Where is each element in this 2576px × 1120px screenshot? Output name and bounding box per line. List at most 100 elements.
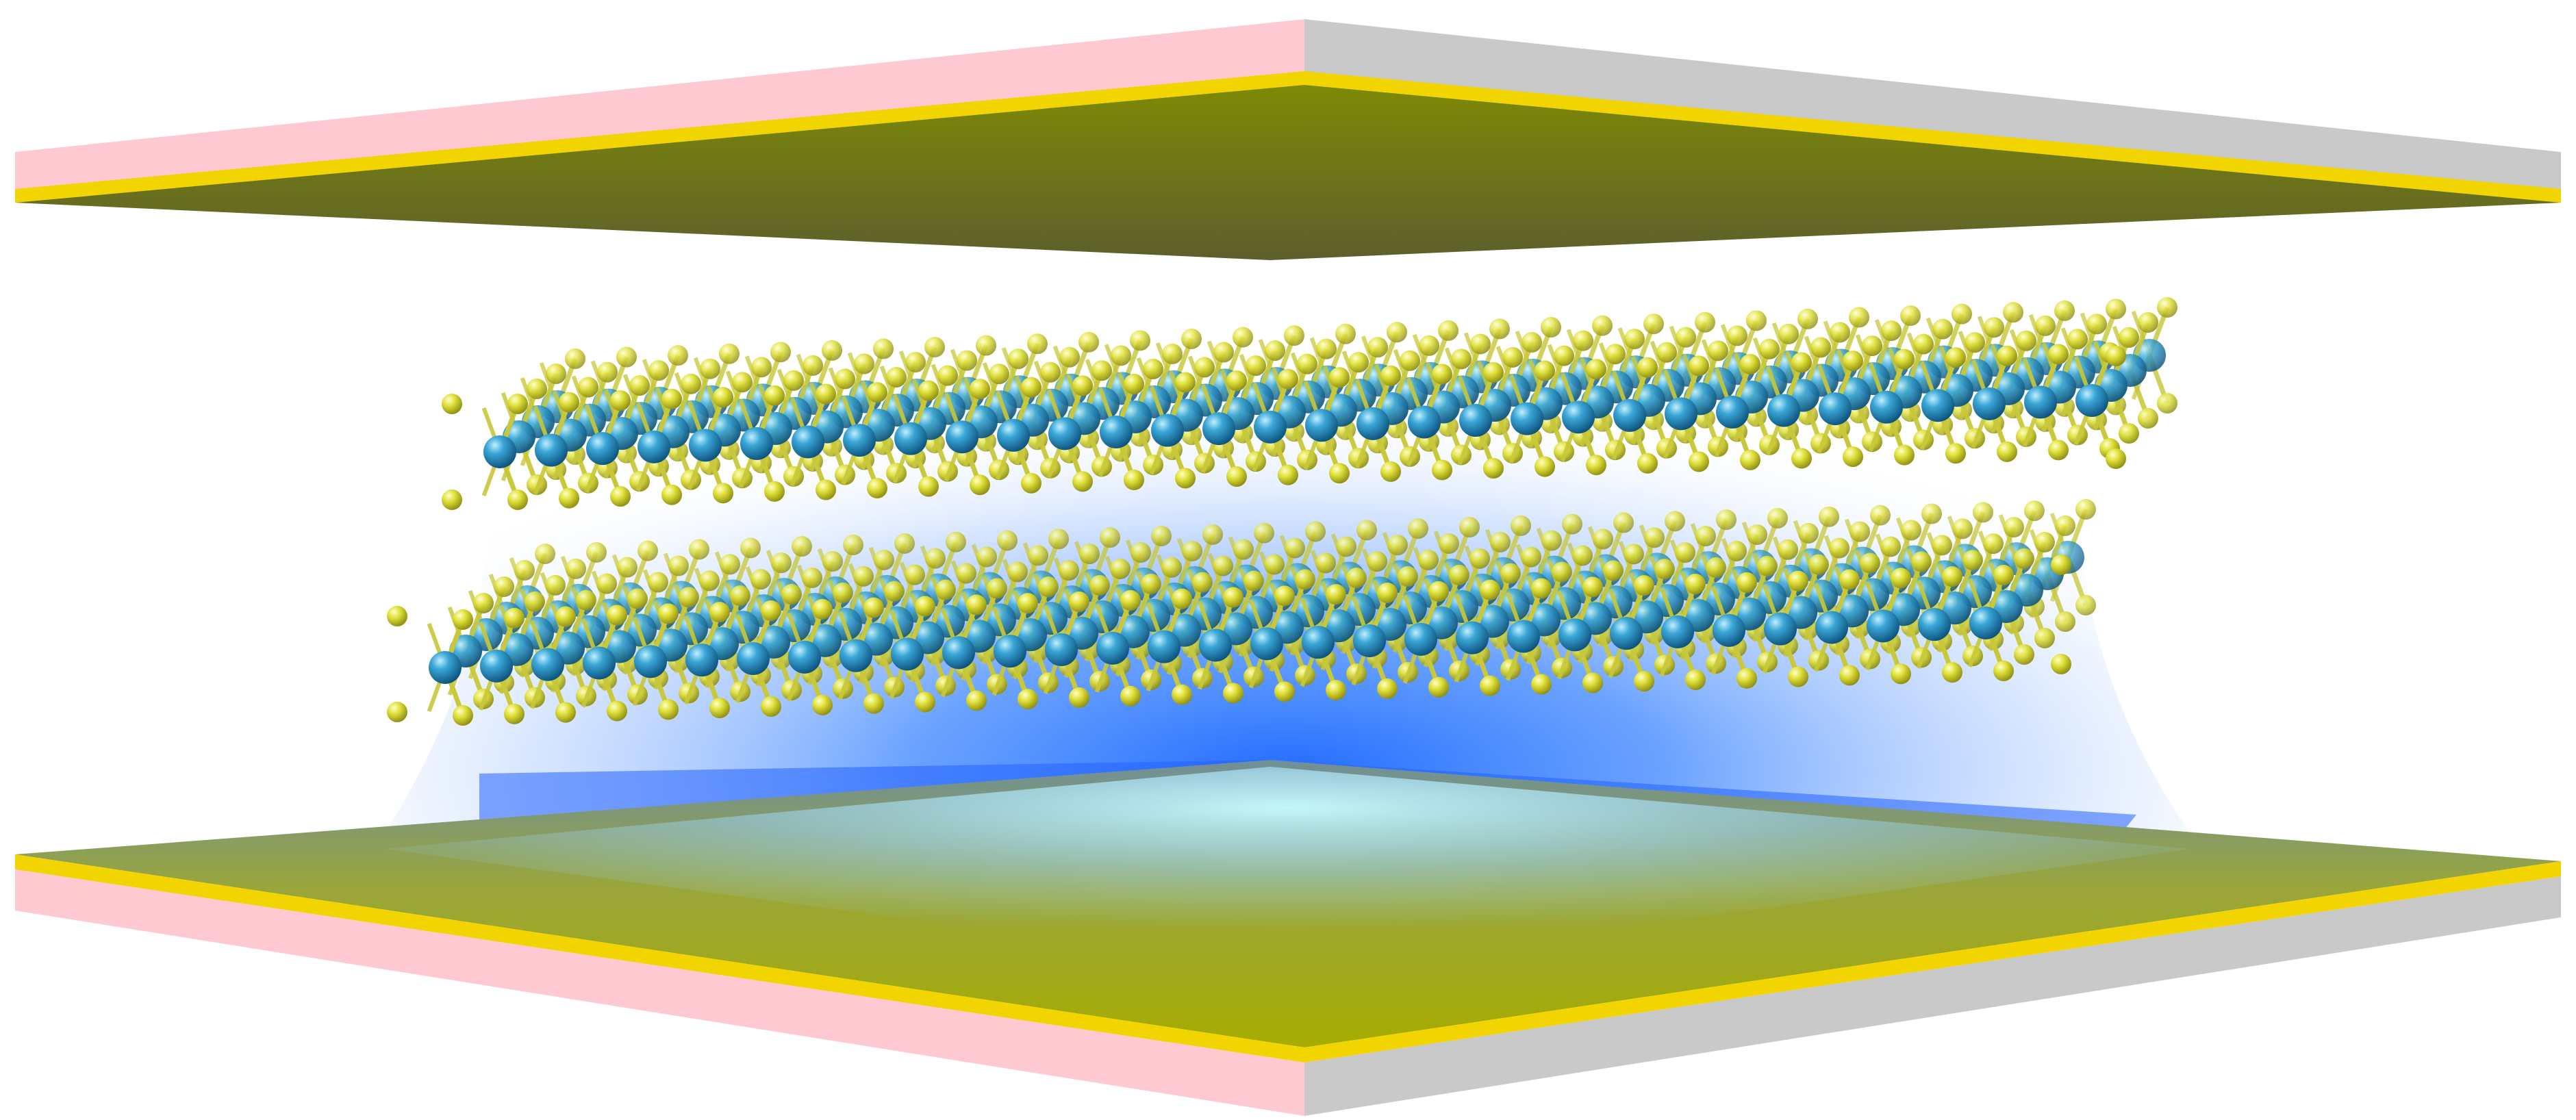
chalcogen-atom: [1746, 310, 1767, 331]
chalcogen-atom: [1921, 503, 1942, 524]
chalcogen-atom: [610, 486, 631, 507]
chalcogen-atom: [607, 604, 627, 626]
chalcogen-atom: [1634, 671, 1654, 692]
top-mirror-plate: [15, 19, 2561, 260]
chalcogen-atom: [1428, 676, 1449, 698]
chalcogen-atom: [1377, 678, 1398, 699]
chalcogen-atom: [771, 552, 792, 574]
chalcogen-atom: [946, 531, 966, 552]
chalcogen-atom: [2106, 346, 2126, 366]
chalcogen-atom: [1018, 689, 1038, 710]
chalcogen-atom: [970, 474, 990, 496]
metal-atom: [2075, 384, 2108, 417]
metal-atom: [1969, 607, 2002, 639]
chalcogen-atom: [925, 548, 946, 569]
bottom-plate-glow: [383, 767, 2191, 972]
chalcogen-atom: [1110, 559, 1131, 579]
chalcogen-atom: [720, 554, 740, 575]
chalcogen-atom: [2138, 408, 2158, 429]
chalcogen-atom: [1459, 517, 1480, 537]
metal-atom: [1048, 417, 1081, 450]
chalcogen-atom: [1767, 508, 1788, 529]
chalcogen-atom: [1962, 550, 1983, 571]
chalcogen-atom: [843, 535, 863, 555]
metal-atom: [1302, 626, 1335, 659]
chalcogen-atom: [1582, 672, 1603, 693]
chalcogen-atom: [1469, 548, 1490, 569]
chalcogen-atom: [1316, 338, 1337, 359]
chalcogen-atom: [648, 572, 668, 593]
chalcogen-atom: [1901, 520, 1921, 541]
chalcogen-atom: [1759, 338, 1780, 359]
metal-atom: [685, 644, 718, 677]
metal-atom: [1511, 402, 1543, 435]
chalcogen-atom: [1603, 560, 1624, 581]
chalcogen-atom: [1387, 322, 1407, 343]
chalcogen-atom: [1502, 347, 1523, 368]
chalcogen-atom: [1706, 557, 1726, 578]
chalcogen-atom: [1788, 570, 1808, 591]
chalcogen-atom: [761, 600, 781, 621]
metal-atom: [429, 651, 462, 684]
metal-atom: [586, 432, 619, 466]
chalcogen-atom: [1100, 527, 1120, 548]
chalcogen-atom: [709, 698, 730, 719]
chalcogen-atom: [1997, 345, 2017, 366]
chalcogen-atom: [2004, 517, 2024, 538]
chalcogen-atom: [1175, 468, 1196, 489]
chalcogen-atom: [822, 340, 842, 361]
chalcogen-atom: [812, 694, 833, 715]
chalcogen-atom: [1027, 333, 1048, 355]
chalcogen-atom: [1489, 318, 1510, 340]
chalcogen-atom: [1120, 685, 1141, 707]
chalcogen-atom: [1048, 529, 1069, 550]
metal-atom: [946, 420, 978, 454]
chalcogen-atom: [1911, 551, 1932, 572]
chalcogen-atom: [1069, 687, 1089, 708]
chalcogen-atom: [2051, 654, 2071, 674]
chalcogen-atom: [970, 379, 990, 400]
chalcogen-atom: [1791, 352, 1812, 373]
chalcogen-atom: [935, 579, 956, 600]
chalcogen-atom: [750, 569, 771, 590]
chalcogen-atom: [713, 387, 733, 408]
chalcogen-atom: [1952, 518, 1973, 539]
metal-atom: [997, 418, 1030, 452]
chalcogen-atom: [1695, 311, 1715, 333]
metal-atom: [1250, 627, 1283, 661]
chalcogen-atom: [905, 564, 925, 585]
chalcogen-atom: [1541, 317, 1561, 338]
metal-atom: [1918, 608, 1951, 641]
chalcogen-atom: [555, 606, 576, 627]
chalcogen-atom: [1554, 345, 1574, 366]
chalcogen-atom: [2075, 499, 2096, 520]
chalcogen-atom: [2014, 548, 2034, 569]
chalcogen-atom: [1747, 524, 1767, 545]
metal-atom: [1305, 409, 1338, 442]
chalcogen-atom: [1194, 357, 1215, 378]
chalcogen-atom: [1997, 441, 2017, 462]
chalcogen-atom: [1264, 554, 1285, 575]
chalcogen-atom: [1346, 568, 1367, 589]
chalcogen-atom: [1202, 524, 1223, 545]
chalcogen-atom: [1278, 368, 1298, 390]
metal-atom: [1408, 405, 1441, 439]
chalcogen-atom: [1124, 469, 1144, 490]
chalcogen-atom: [578, 377, 598, 398]
chalcogen-atom: [1541, 530, 1562, 551]
chalcogen-atom: [1634, 575, 1654, 596]
chalcogen-atom: [1643, 314, 1664, 335]
metal-atom: [1921, 389, 1954, 422]
chalcogen-atom: [1326, 680, 1346, 701]
chalcogen-atom: [387, 702, 407, 722]
chalcogen-atom: [1175, 372, 1196, 393]
metal-atom: [737, 642, 770, 675]
chalcogen-atom: [1091, 360, 1112, 381]
chalcogen-atom: [2003, 302, 2023, 323]
chalcogen-atom: [2055, 516, 2075, 536]
chalcogen-atom: [1335, 323, 1356, 344]
chalcogen-atom: [709, 602, 730, 623]
chalcogen-atom: [1367, 337, 1388, 358]
chalcogen-atom: [1181, 328, 1202, 349]
chalcogen-atom: [730, 585, 750, 607]
